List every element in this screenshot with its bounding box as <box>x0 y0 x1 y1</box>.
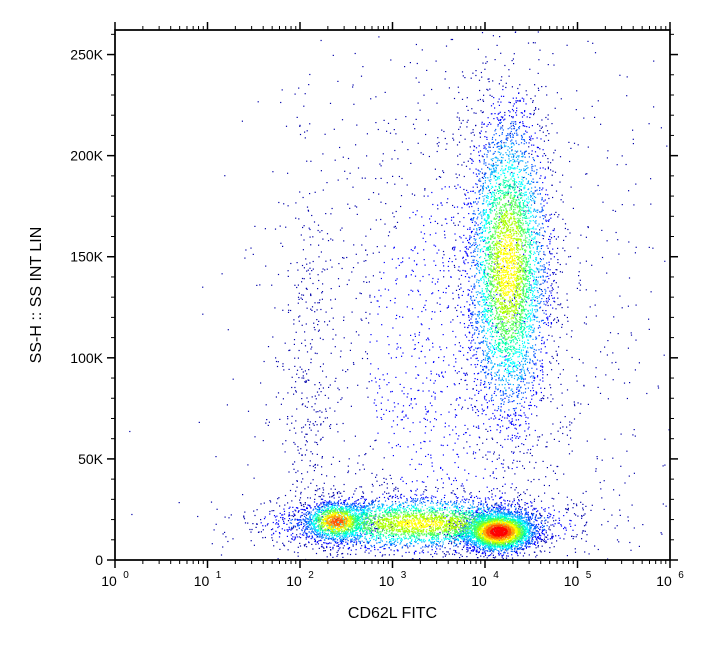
flow-cytometry-plot: 050K100K150K200K250K10010110210310410510… <box>0 0 706 662</box>
y-axis-label: SS-H :: SS INT LIN <box>28 227 45 364</box>
chart-svg: 050K100K150K200K250K10010110210310410510… <box>0 0 706 662</box>
x-axis-label: CD62L FITC <box>348 605 437 622</box>
